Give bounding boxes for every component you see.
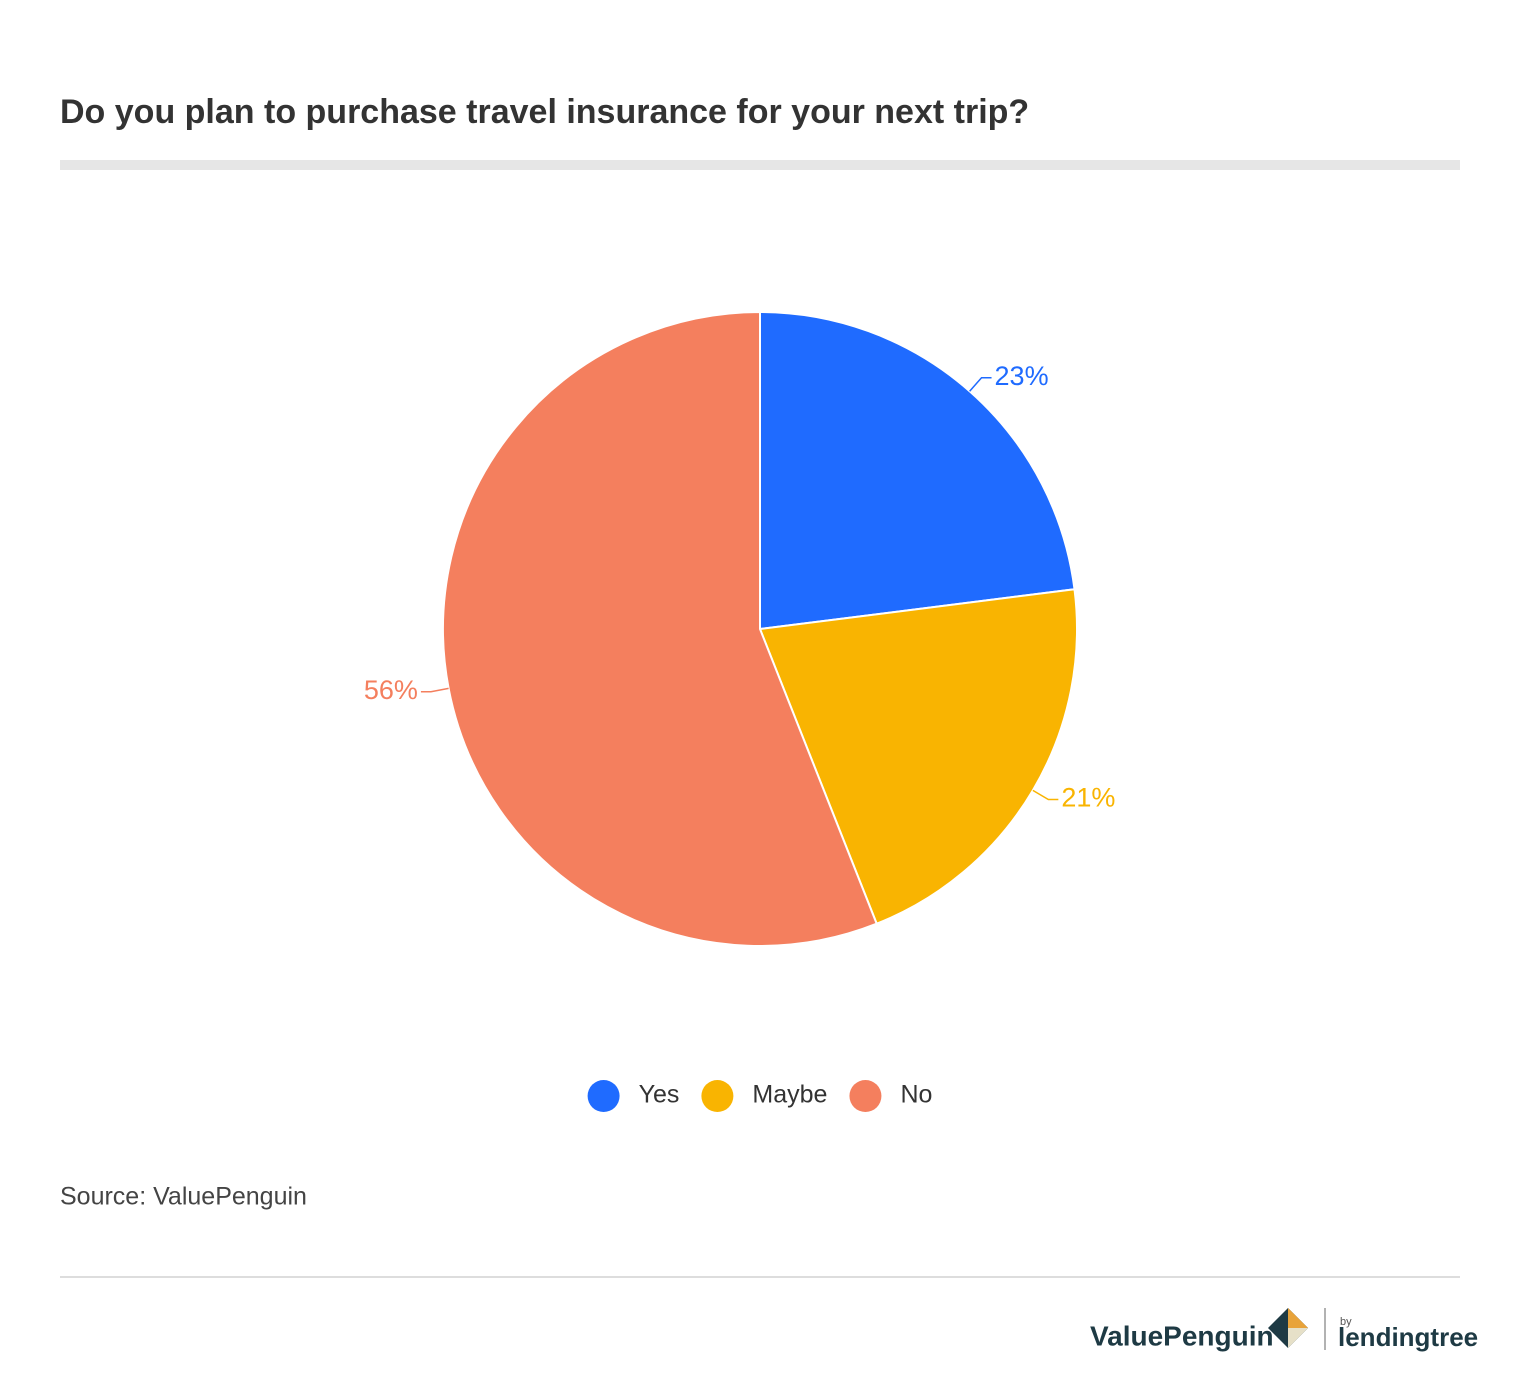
legend-marker	[587, 1080, 620, 1112]
pie-slice	[759, 310, 1076, 631]
title-rule	[60, 160, 1460, 170]
legend-label: No	[900, 1081, 932, 1109]
brand-icon-accent	[1288, 1328, 1308, 1348]
legend-marker	[701, 1080, 734, 1112]
brand-name: ValuePenguin	[1090, 1320, 1274, 1351]
brand-icon-accent	[1288, 1308, 1308, 1328]
value-label: 56%	[364, 675, 418, 705]
leader-line	[1032, 789, 1059, 801]
pie-slice	[758, 588, 1078, 926]
legend: Yes Maybe No	[587, 1080, 932, 1112]
leader-line	[420, 687, 449, 693]
legend-label: Maybe	[752, 1081, 827, 1109]
value-label: 23%	[995, 361, 1049, 391]
source-note: Source: ValuePenguin	[60, 1183, 307, 1211]
legend-marker	[849, 1080, 882, 1112]
leader-line	[969, 376, 992, 392]
value-label: 21%	[1061, 783, 1115, 813]
partner-name: lendingtree	[1338, 1322, 1478, 1352]
legend-label: Yes	[639, 1081, 680, 1109]
chart-title: Do you plan to purchase travel insurance…	[60, 93, 1029, 131]
partner-by: by	[1340, 1316, 1352, 1328]
brand-logo: ValuePenguin by lendingtree	[1090, 1308, 1478, 1352]
